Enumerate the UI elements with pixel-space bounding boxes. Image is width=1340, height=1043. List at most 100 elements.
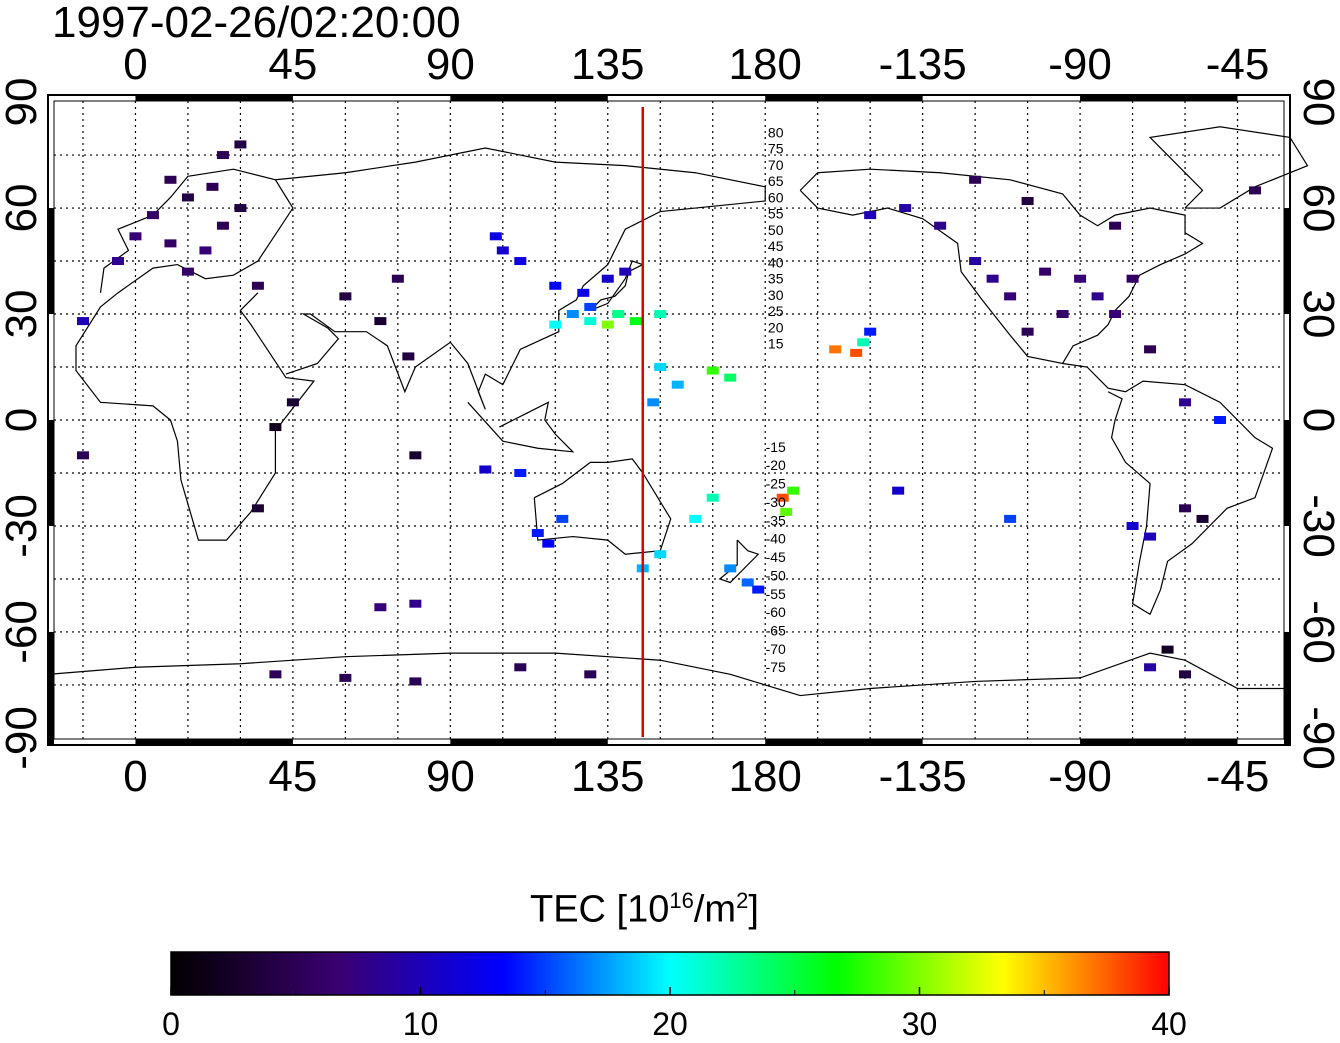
tec-point [654,310,667,319]
frame-bar-right [1284,420,1290,526]
frame-bar-bottom [765,739,923,745]
lon-tick-top: 180 [728,40,802,89]
lat-tick-left: 30 [0,289,46,339]
contour-label: -75 [766,659,786,675]
frame-bar-top [450,95,608,101]
tec-point [1126,521,1139,530]
tec-point [286,398,299,407]
colorbar-tick-label: 30 [901,1006,938,1042]
tec-point [556,514,569,523]
lat-tick-left: -30 [0,494,46,558]
tec-point [181,267,194,276]
lon-tick-top: 90 [425,40,475,89]
tec-point [216,151,229,160]
contour-label: 50 [768,222,784,238]
tec-point [1109,221,1122,230]
tec-point [76,317,89,326]
contour-label: -25 [766,476,786,492]
contour-label: -40 [766,531,786,547]
coastline [275,147,766,410]
tec-point [479,465,492,474]
tec-point [584,670,597,679]
tec-point [601,274,614,283]
contour-label: -20 [766,457,786,473]
colorbar-title: TEC [1016/m2] [530,888,759,931]
lon-tick-bottom: 90 [425,752,475,801]
tec-point [850,348,863,357]
tec-point [986,274,999,283]
tec-point [864,211,877,220]
tec-point [216,221,229,230]
tec-point [489,232,502,241]
tec-point [1161,645,1174,654]
colorbar-tick-label: 10 [402,1006,439,1042]
tec-point [566,310,579,319]
coastline [75,168,316,541]
tec-point [1039,267,1052,276]
frame-bar-top [135,95,293,101]
tec-point [146,211,159,220]
tec-point [391,274,404,283]
tec-point [549,281,562,290]
coastline [47,652,1290,697]
tec-point [514,468,527,477]
tec-point [1004,292,1017,301]
colorbar-tick-label: 0 [162,1006,180,1042]
tec-point [654,550,667,559]
tec-point [111,257,124,266]
tec-point [206,182,219,191]
tec-point [251,281,264,290]
tec-point [1109,310,1122,319]
lat-tick-right: -60 [1294,600,1340,664]
lat-tick-right: 30 [1294,289,1340,339]
tec-point [892,486,905,495]
coastline [1062,362,1274,616]
contour-label: -55 [766,586,786,602]
frame-bar-bottom [1080,739,1238,745]
tec-point [269,423,282,432]
lon-tick-top: 135 [571,40,645,89]
map-frame [47,94,1291,746]
lon-tick-top: 45 [268,40,318,89]
contour-label: 15 [768,336,784,352]
colorbar-tick-label: 20 [652,1006,688,1042]
contour-label: 60 [768,189,784,205]
tec-point [339,292,352,301]
tec-point [1179,398,1192,407]
lat-tick-left: -90 [0,706,46,770]
contour-label: 80 [768,124,784,140]
contour-label: 30 [768,287,784,303]
frame-bar-bottom [450,739,608,745]
tec-point [199,246,212,255]
tec-point [1021,327,1034,336]
lat-tick-left: 90 [0,77,46,127]
frame-bar-bottom [135,739,293,745]
tec-point [76,451,89,460]
tec-point [164,239,177,248]
contour-label: 20 [768,319,784,335]
coastline [1148,126,1309,209]
tec-point [584,302,597,311]
tec-point [1004,514,1017,523]
tec-point [164,175,177,184]
tec-point [1126,274,1139,283]
contour-label: 45 [768,238,784,254]
tec-point [787,486,800,495]
tec-point [531,529,544,538]
lat-tick-right: -90 [1294,706,1340,770]
contour-label: 70 [768,157,784,173]
lon-tick-bottom: -90 [1048,752,1112,801]
tec-point [1091,292,1104,301]
lon-tick-top: -45 [1205,40,1270,89]
tec-point [776,493,789,502]
tec-point [780,507,793,516]
tec-point [601,320,614,329]
tec-point [1179,670,1192,679]
contour-label: 35 [768,271,784,287]
lon-tick-top: 0 [123,40,148,89]
lon-tick-bottom: -45 [1205,752,1270,801]
tec-point [654,363,667,372]
lon-tick-bottom: 45 [268,752,318,801]
tec-point [689,514,702,523]
